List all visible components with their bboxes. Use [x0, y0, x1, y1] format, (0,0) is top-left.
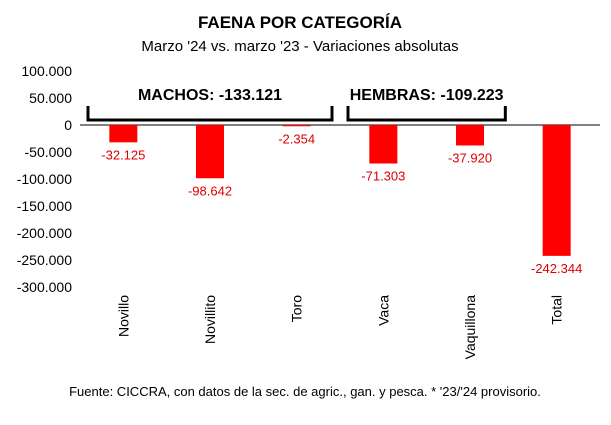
- group-label: MACHOS: -133.121: [138, 87, 282, 104]
- bar-vaquillona: [456, 125, 484, 146]
- chart-subtitle: Marzo '24 vs. marzo '23 - Variaciones ab…: [141, 38, 458, 55]
- x-category-label: Vaquillona: [462, 295, 478, 360]
- y-tick-label: 50.000: [29, 90, 72, 106]
- bar-total: [542, 125, 571, 256]
- group-brackets: MACHOS: -133.121 HEMBRAS: -109.223: [86, 87, 507, 122]
- source-footnote: Fuente: CICCRA, con datos de la sec. de …: [69, 384, 541, 399]
- chart-title: FAENA POR CATEGORÍA: [198, 13, 402, 32]
- bar-toro: [282, 125, 311, 127]
- x-category-label: Novillito: [202, 295, 218, 344]
- value-label: -2.354: [278, 131, 315, 146]
- group-bracket: [346, 106, 507, 122]
- bar-novillito: [196, 125, 224, 179]
- group-label: HEMBRAS: -109.223: [350, 87, 504, 104]
- y-tick-label: -150.000: [17, 198, 72, 214]
- value-label: -32.125: [101, 147, 145, 162]
- y-axis: 100.000 50.000 0 -50.000 -100.000 -150.000 -20…: [17, 63, 72, 295]
- y-tick-label: 0: [64, 117, 72, 133]
- x-axis-categories: Novillo Novillito Toro Vaca Vaquillona Total: [115, 295, 564, 360]
- y-tick-label: -250.000: [17, 252, 72, 268]
- value-label: -37.920: [448, 150, 492, 165]
- y-tick-label: -300.000: [17, 279, 72, 295]
- x-category-label: Vaca: [375, 295, 391, 326]
- x-category-label: Toro: [289, 295, 305, 322]
- value-label: -71.303: [361, 169, 405, 184]
- group-bracket: [86, 106, 334, 122]
- bar-novillo: [109, 125, 138, 143]
- value-label: -98.642: [188, 183, 232, 198]
- value-label: -242.344: [531, 261, 582, 276]
- x-category-label: Novillo: [115, 295, 131, 337]
- bar-vaca: [369, 125, 398, 164]
- bars: -32.125 -98.642 -2.354 -71.303 -37.920 -242.3…: [101, 125, 582, 276]
- y-tick-label: -100.000: [17, 171, 72, 187]
- y-tick-label: 100.000: [21, 63, 72, 79]
- y-tick-label: -200.000: [17, 225, 72, 241]
- y-tick-label: -50.000: [25, 144, 73, 160]
- x-category-label: Total: [549, 295, 565, 325]
